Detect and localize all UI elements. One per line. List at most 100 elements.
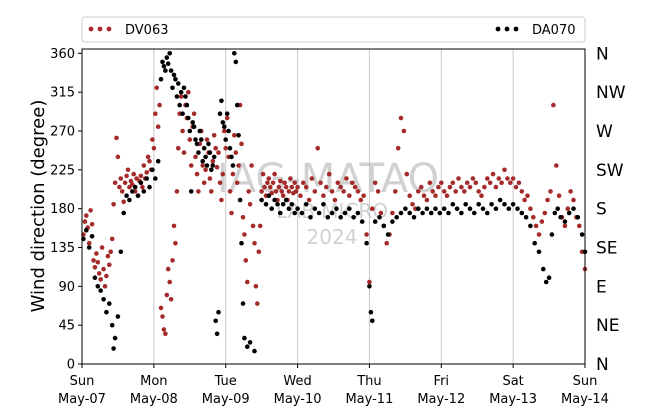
point-da070 (222, 124, 227, 129)
point-da070 (566, 210, 572, 216)
point-dv063 (358, 197, 364, 203)
compass-label: S (596, 200, 607, 220)
point-da070 (224, 111, 230, 116)
point-dv063 (125, 167, 131, 173)
point-da070 (165, 61, 171, 66)
point-dv063 (292, 180, 298, 186)
point-dv063 (496, 176, 502, 181)
point-da070 (86, 245, 92, 250)
point-dv063 (234, 180, 240, 186)
point-dv063 (250, 223, 256, 229)
point-dv063 (312, 189, 318, 194)
compass-label: SE (596, 238, 618, 258)
point-dv063 (88, 208, 93, 213)
point-dv063 (124, 173, 129, 179)
point-dv063 (187, 137, 193, 142)
point-da070 (184, 102, 190, 108)
point-da070 (209, 167, 214, 173)
point-da070 (325, 215, 331, 220)
point-da070 (437, 210, 443, 216)
point-dv063 (355, 189, 361, 194)
point-da070 (292, 210, 298, 216)
point-dv063 (247, 202, 253, 207)
point-dv063 (188, 163, 194, 168)
point-dv063 (551, 102, 556, 108)
point-da070 (476, 202, 482, 207)
point-da070 (467, 206, 473, 211)
point-da070 (506, 206, 512, 211)
point-dv063 (556, 193, 562, 198)
point-dv063 (513, 184, 519, 190)
point-dv063 (150, 137, 155, 142)
point-dv063 (470, 176, 476, 181)
point-da070 (536, 249, 542, 255)
point-da070 (247, 340, 253, 345)
point-dv063 (361, 193, 367, 198)
point-dv063 (499, 180, 504, 186)
point-da070 (186, 115, 191, 121)
point-dv063 (109, 236, 115, 242)
point-da070 (283, 197, 289, 203)
point-dv063 (163, 331, 168, 337)
point-da070 (295, 206, 300, 211)
point-dv063 (211, 133, 217, 138)
point-dv063 (306, 197, 312, 203)
point-da070 (176, 81, 181, 86)
point-da070 (124, 193, 129, 198)
point-da070 (502, 202, 507, 207)
point-da070 (196, 150, 201, 155)
point-dv063 (194, 171, 200, 177)
point-dv063 (318, 180, 323, 186)
point-dv063 (266, 176, 272, 181)
point-da070 (321, 202, 326, 207)
point-dv063 (101, 266, 106, 272)
point-da070 (109, 322, 115, 328)
point-da070 (111, 346, 116, 351)
data-points (81, 51, 588, 354)
point-dv063 (568, 189, 573, 194)
point-da070 (562, 219, 568, 224)
point-da070 (232, 51, 237, 56)
point-dv063 (239, 141, 244, 147)
x-tick-day: Sun (573, 374, 598, 389)
point-dv063 (115, 154, 121, 160)
point-dv063 (462, 189, 467, 194)
point-dv063 (398, 115, 404, 121)
point-dv063 (186, 89, 191, 95)
y-axis: 0 45 90 135 180 225 270 315 360 (50, 47, 82, 373)
point-da070 (194, 141, 200, 147)
y-tick-label: 270 (50, 124, 75, 139)
point-dv063 (418, 184, 424, 190)
point-dv063 (479, 193, 484, 198)
x-tick-date: May-14 (561, 392, 609, 407)
point-dv063 (487, 180, 493, 186)
legend-marker-da070 (495, 26, 519, 32)
point-dv063 (416, 189, 421, 194)
point-dv063 (153, 111, 158, 116)
point-da070 (351, 215, 356, 220)
point-dv063 (502, 167, 507, 173)
y-tick-label: 135 (50, 241, 75, 256)
point-dv063 (276, 184, 282, 190)
point-dv063 (288, 176, 293, 181)
point-dv063 (158, 305, 164, 311)
point-dv063 (160, 314, 165, 319)
x-tick-day: Tue (214, 374, 237, 389)
point-dv063 (347, 193, 352, 198)
point-da070 (377, 215, 382, 220)
point-dv063 (562, 223, 568, 229)
point-da070 (219, 98, 224, 104)
point-dv063 (102, 284, 108, 289)
point-dv063 (96, 271, 102, 276)
point-dv063 (447, 184, 453, 190)
point-da070 (168, 68, 174, 73)
point-dv063 (233, 150, 239, 155)
point-da070 (543, 279, 549, 285)
point-dv063 (203, 167, 208, 173)
point-dv063 (554, 163, 559, 168)
point-dv063 (433, 193, 438, 198)
point-da070 (230, 163, 236, 168)
point-dv063 (510, 176, 516, 181)
point-dv063 (144, 170, 149, 175)
point-da070 (177, 102, 182, 108)
